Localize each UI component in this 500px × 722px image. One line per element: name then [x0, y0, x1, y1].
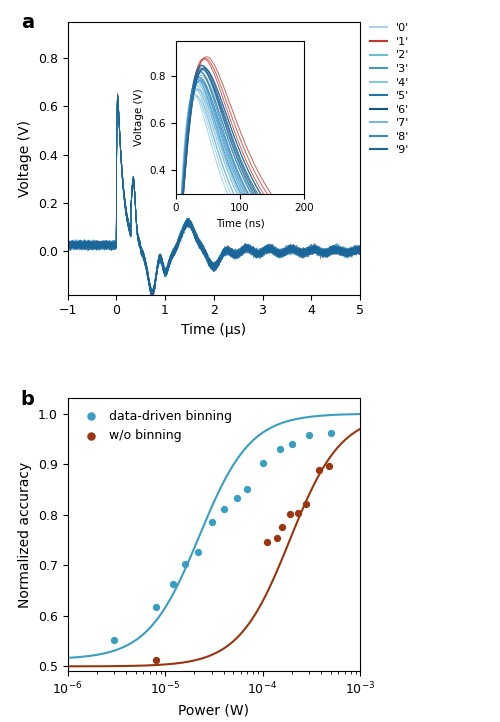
- data-driven binning: [233, 492, 241, 504]
- w/o binning: [278, 521, 286, 533]
- X-axis label: Time (μs): Time (μs): [181, 323, 246, 337]
- data-driven binning: [276, 443, 283, 455]
- w/o binning: [272, 532, 280, 544]
- data-driven binning: [326, 427, 334, 438]
- data-driven binning: [194, 547, 202, 558]
- Legend: data-driven binning, w/o binning: data-driven binning, w/o binning: [74, 405, 237, 447]
- data-driven binning: [305, 430, 313, 441]
- w/o binning: [302, 498, 310, 510]
- Legend: '0', '1', '2', '3', '4', '5', '6', '7', '8', '9': '0', '1', '2', '3', '4', '5', '6', '7', …: [366, 19, 414, 160]
- data-driven binning: [258, 457, 266, 469]
- w/o binning: [294, 508, 302, 519]
- Text: a: a: [20, 14, 34, 32]
- data-driven binning: [168, 578, 176, 590]
- Text: b: b: [20, 391, 34, 409]
- X-axis label: Power (W): Power (W): [178, 703, 249, 718]
- Y-axis label: Voltage (V): Voltage (V): [18, 120, 32, 196]
- data-driven binning: [220, 503, 228, 515]
- data-driven binning: [244, 484, 252, 495]
- w/o binning: [325, 461, 333, 472]
- data-driven binning: [152, 601, 160, 613]
- data-driven binning: [288, 438, 296, 450]
- data-driven binning: [208, 516, 216, 528]
- data-driven binning: [181, 559, 189, 570]
- w/o binning: [152, 654, 160, 666]
- w/o binning: [286, 508, 294, 520]
- data-driven binning: [110, 634, 118, 645]
- w/o binning: [315, 464, 323, 476]
- w/o binning: [262, 536, 270, 548]
- Y-axis label: Normalized accuracy: Normalized accuracy: [18, 462, 32, 608]
